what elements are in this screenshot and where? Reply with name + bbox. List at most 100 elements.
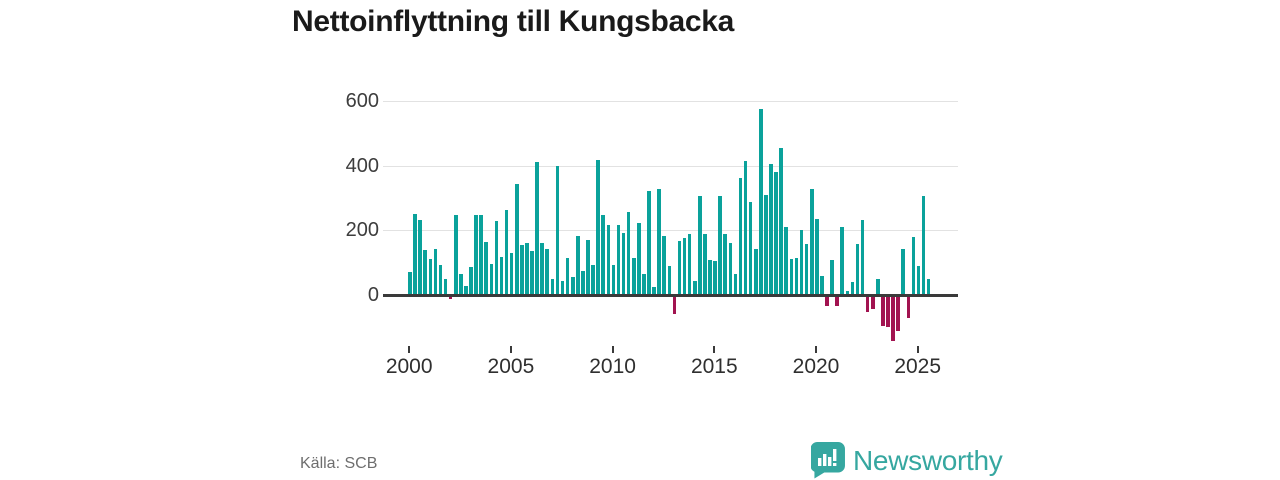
- bar-2017-Q4: [769, 164, 773, 295]
- bar-2018-Q1: [774, 172, 778, 295]
- bar-2009-Q1: [591, 265, 595, 295]
- x-axis-tick-2010: [611, 346, 614, 353]
- bar-2005-Q2: [514, 183, 519, 295]
- bar-2012-Q1: [652, 286, 656, 295]
- bar-2018-Q3: [784, 227, 789, 295]
- gridline-600: [383, 101, 958, 102]
- x-axis-label-2005: 2005: [487, 355, 535, 378]
- bar-2024-Q1: [896, 295, 900, 331]
- bar-2024-Q2: [901, 249, 906, 295]
- bar-2015-Q3: [723, 233, 728, 295]
- bar-2000-Q2: [413, 214, 417, 295]
- bar-2013-Q2: [677, 240, 682, 295]
- bar-2006-Q2: [535, 162, 539, 295]
- bar-2009-Q4: [606, 225, 611, 295]
- bar-2007-Q3: [560, 281, 565, 295]
- bar-2005-Q3: [520, 244, 524, 295]
- bar-2025-Q2: [921, 195, 926, 295]
- bar-2014-Q1: [692, 281, 697, 295]
- bar-2007-Q1: [550, 279, 555, 295]
- bar-2006-Q1: [530, 251, 534, 295]
- x-axis-tick-2005: [509, 346, 512, 353]
- bar-2021-Q2: [840, 226, 845, 295]
- bar-2016-Q1: [733, 273, 738, 295]
- bar-2013-Q4: [687, 234, 692, 295]
- x-axis-label-2000: 2000: [385, 355, 433, 378]
- x-axis-tick-2025: [916, 346, 919, 353]
- bar-2005-Q1: [509, 252, 514, 295]
- x-axis-label-2020: 2020: [792, 355, 840, 378]
- bar-2019-Q4: [809, 189, 814, 295]
- bar-2011-Q4: [647, 190, 651, 295]
- bar-2025-Q3: [926, 279, 931, 295]
- bar-2007-Q4: [565, 258, 570, 295]
- bar-2023-Q3: [886, 295, 890, 328]
- bar-2012-Q2: [657, 188, 661, 295]
- bar-2018-Q4: [789, 258, 794, 295]
- bar-2002-Q2: [453, 214, 458, 295]
- x-axis-tick-2000: [408, 346, 411, 353]
- bar-2020-Q2: [820, 276, 824, 295]
- bar-2017-Q2: [759, 109, 763, 295]
- bar-2003-Q2: [474, 214, 478, 295]
- gridline-200: [383, 230, 958, 232]
- gridline-400: [383, 165, 958, 167]
- x-axis-label-2025: 2025: [894, 355, 942, 378]
- bar-2001-Q2: [433, 248, 438, 295]
- bar-2025-Q1: [916, 265, 921, 295]
- bar-2001-Q3: [438, 264, 443, 295]
- bar-2013-Q1: [672, 295, 677, 314]
- bar-2022-Q2: [860, 219, 865, 295]
- bar-2014-Q4: [708, 259, 712, 295]
- bar-2016-Q4: [748, 201, 753, 295]
- bar-2016-Q2: [738, 177, 743, 295]
- bar-2001-Q4: [443, 278, 448, 295]
- bar-2019-Q2: [799, 230, 804, 295]
- bar-2008-Q4: [586, 240, 590, 295]
- bar-2020-Q3: [825, 295, 829, 306]
- bar-2012-Q4: [667, 265, 672, 295]
- bar-2002-Q3: [459, 274, 463, 295]
- bar-2017-Q1: [753, 248, 758, 295]
- bar-2007-Q2: [555, 165, 560, 295]
- bar-2010-Q3: [621, 232, 626, 295]
- bar-2009-Q3: [601, 215, 606, 295]
- bar-2014-Q2: [698, 196, 702, 295]
- bar-2023-Q1: [876, 279, 880, 295]
- bar-2000-Q4: [423, 249, 428, 295]
- chart-title: Nettoinflyttning till Kungsbacka: [292, 5, 735, 38]
- bar-2011-Q1: [631, 258, 636, 295]
- source-caption: Källa: SCB: [300, 455, 378, 472]
- bar-2008-Q1: [570, 276, 575, 295]
- bar-2008-Q2: [576, 235, 580, 295]
- bar-2006-Q4: [545, 249, 550, 295]
- bar-2021-Q4: [850, 282, 855, 295]
- x-axis-label-2015: 2015: [690, 355, 738, 378]
- bar-2009-Q2: [596, 159, 600, 295]
- bar-2010-Q2: [616, 224, 621, 295]
- bar-2022-Q1: [855, 243, 860, 295]
- bar-2004-Q1: [489, 264, 494, 295]
- y-axis-label-200: 200: [345, 219, 379, 242]
- bar-2004-Q2: [494, 221, 499, 295]
- x-axis-tick-2015: [713, 346, 716, 353]
- bar-2016-Q3: [743, 160, 748, 295]
- brand-name: Newsworthy: [853, 444, 1003, 476]
- bar-2023-Q2: [881, 295, 885, 326]
- bar-2015-Q4: [728, 242, 733, 295]
- bar-2012-Q3: [662, 236, 667, 295]
- bar-2022-Q4: [870, 295, 875, 309]
- y-axis-label-400: 400: [345, 154, 379, 177]
- bar-2014-Q3: [703, 234, 707, 295]
- y-axis-label-600: 600: [345, 90, 379, 112]
- bar-2023-Q4: [891, 295, 895, 341]
- brand-lockup: Newsworthy: [810, 442, 1003, 479]
- bar-2018-Q2: [779, 147, 783, 295]
- x-axis-label-2010: 2010: [589, 355, 636, 378]
- x-axis-tick-2020: [815, 346, 817, 353]
- bar-2024-Q3: [906, 295, 911, 318]
- bar-2013-Q3: [682, 238, 687, 295]
- bar-2021-Q3: [845, 291, 850, 295]
- bar-2004-Q3: [499, 257, 504, 295]
- bar-2011-Q2: [637, 222, 641, 295]
